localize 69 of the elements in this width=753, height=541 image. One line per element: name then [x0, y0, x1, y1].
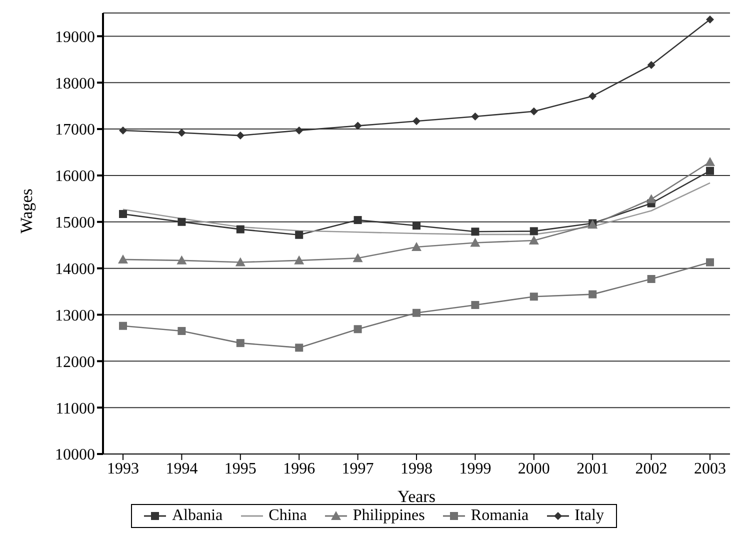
- y-tick-label: 17000: [55, 122, 95, 139]
- x-axis-title: Years: [398, 487, 436, 506]
- y-tick-label: 10000: [55, 446, 95, 464]
- point: [470, 238, 480, 247]
- point: [235, 257, 246, 266]
- point: [647, 60, 656, 69]
- point: [471, 300, 480, 309]
- point: [118, 254, 128, 264]
- point: [706, 16, 714, 24]
- y-tick-label: 11000: [56, 400, 95, 418]
- x-tick-label: 2003: [694, 460, 726, 478]
- point: [119, 210, 127, 218]
- y-tick-label: 13000: [55, 307, 95, 324]
- x-tick-label: 1996: [283, 460, 316, 478]
- x-tick-label: 1998: [400, 460, 432, 478]
- point: [646, 194, 656, 204]
- y-tick-label: 16000: [55, 168, 95, 186]
- x-tick-label: 2002: [635, 460, 668, 478]
- point: [588, 290, 597, 298]
- point: [294, 255, 304, 264]
- y-tick-label: 14000: [55, 260, 95, 278]
- point: [471, 228, 480, 236]
- x-tick-label: 1995: [224, 460, 256, 478]
- y-tick-label: 12000: [55, 354, 95, 371]
- point: [295, 230, 304, 239]
- point: [236, 132, 244, 140]
- point: [647, 274, 656, 283]
- point: [178, 128, 186, 137]
- point: [530, 227, 538, 236]
- y-axis-title: Wages: [17, 188, 36, 234]
- x-tick-label: 2001: [576, 460, 609, 478]
- point: [412, 308, 420, 317]
- point: [236, 225, 244, 234]
- point: [236, 339, 244, 348]
- point: [471, 112, 480, 121]
- x-tick-label: 1994: [166, 460, 198, 478]
- point: [412, 117, 420, 126]
- point: [176, 255, 187, 264]
- point: [528, 235, 539, 244]
- point: [412, 242, 422, 251]
- x-tick-label: 1993: [107, 460, 139, 478]
- point: [119, 126, 127, 134]
- x-tick-label: 1997: [342, 460, 374, 478]
- point: [530, 107, 538, 116]
- legend-label: Romania: [470, 507, 529, 525]
- y-tick-label: 19000: [55, 28, 95, 46]
- x-tick-label: 1999: [459, 460, 492, 478]
- y-tick-label: 15000: [55, 214, 95, 232]
- point: [354, 216, 362, 224]
- point: [706, 166, 714, 175]
- point: [705, 157, 715, 166]
- legend-label: Philippines: [352, 507, 425, 525]
- x-tick-label: 2000: [518, 460, 550, 478]
- y-tick-label: 18000: [55, 75, 95, 92]
- point: [295, 344, 304, 352]
- legend-label: Italy: [574, 507, 604, 525]
- point: [706, 258, 714, 266]
- point: [178, 326, 186, 335]
- point: [119, 322, 127, 330]
- point: [354, 325, 362, 334]
- point: [178, 218, 186, 226]
- point: [352, 253, 363, 262]
- point: [588, 92, 597, 100]
- point: [530, 292, 538, 301]
- legend-label: Albania: [172, 507, 223, 525]
- point: [412, 222, 420, 230]
- point: [354, 122, 362, 130]
- point: [295, 126, 304, 134]
- legend-label: China: [268, 507, 307, 525]
